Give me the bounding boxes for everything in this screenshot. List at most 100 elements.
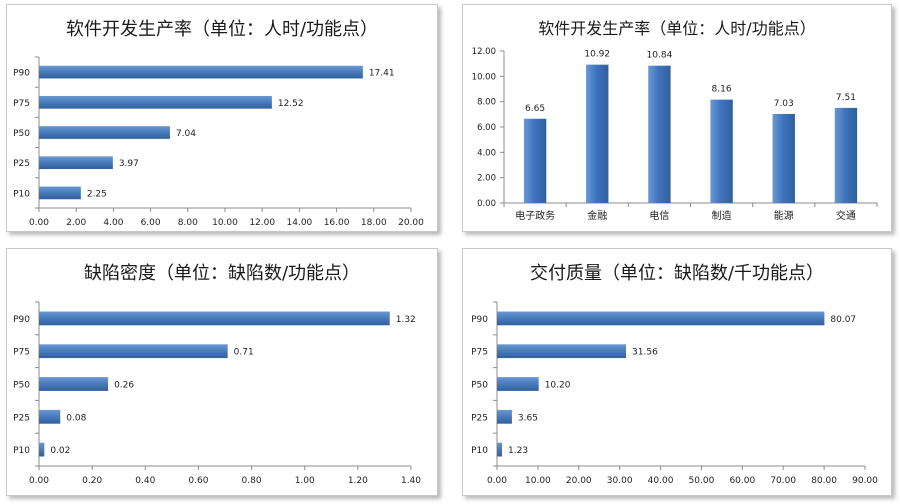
data-label: 80.07: [830, 315, 856, 325]
x-tick-label: 1.00: [295, 476, 315, 486]
data-label: 7.03: [774, 99, 794, 109]
y-tick-label: P90: [471, 315, 488, 325]
bar: [772, 113, 795, 203]
data-label: 10.92: [584, 50, 610, 60]
x-tick-label: 70.00: [770, 476, 796, 486]
bar: [497, 442, 503, 457]
data-label: 7.04: [176, 129, 196, 139]
bar: [39, 377, 109, 391]
bar: [39, 344, 228, 359]
x-tick-label: 18.00: [361, 218, 387, 228]
x-tick-label: 0.00: [29, 218, 49, 228]
y-tick-label: P25: [471, 413, 488, 423]
x-tick-label: 电信: [649, 209, 669, 222]
data-label: 0.26: [114, 381, 134, 391]
bar: [710, 99, 733, 203]
data-label: 0.71: [234, 348, 254, 358]
chart-svg: 0.00 10.00 20.00 30.00 40.00 50.00 60.00 70.00 8…: [471, 301, 878, 486]
bar: [39, 65, 363, 79]
x-tick-label: 8.00: [178, 218, 198, 228]
x-tick-label: 80.00: [811, 476, 837, 486]
chart-svg: 0.00 2.00 4.00 6.00 8.00 10.00 12.00 电子政务 6.65 金融…: [472, 47, 878, 222]
chart-title: 交付质量（单位：缺陷数/千功能点）: [529, 263, 825, 284]
data-label: 10.84: [647, 51, 673, 61]
bar: [39, 95, 272, 109]
bar: [39, 311, 390, 326]
bar: [497, 409, 512, 424]
bar: [39, 186, 81, 200]
x-tick-label: 10.00: [212, 218, 238, 228]
bar: [39, 126, 170, 139]
x-tick-label: 0.00: [487, 476, 507, 486]
y-tick-label: P10: [471, 446, 488, 456]
y-tick-label: P10: [13, 189, 30, 199]
data-label: 31.56: [632, 348, 658, 358]
y-tick-label: 10.00: [472, 72, 496, 82]
y-tick-label: P50: [471, 381, 488, 391]
bar: [586, 64, 609, 204]
data-label: 2.25: [87, 189, 107, 199]
x-tick-label: 16.00: [324, 218, 350, 228]
bar: [648, 65, 671, 203]
chart-title: 软件开发生产率（单位：人时/功能点）: [538, 19, 816, 38]
x-tick-label: 90.00: [852, 476, 878, 486]
data-label: 0.02: [50, 446, 70, 456]
chart-title: 软件开发生产率（单位：人时/功能点）: [65, 19, 379, 40]
chart-panel-delivery-quality: 交付质量（单位：缺陷数/千功能点） 0.00 10.00 20.00 30.00 40.…: [462, 248, 892, 496]
x-tick-label: 30.00: [607, 476, 633, 486]
data-label: 1.32: [396, 315, 416, 325]
x-tick-label: 1.40: [401, 476, 421, 486]
y-tick-label: P10: [13, 446, 30, 456]
x-tick-label: 14.00: [287, 218, 313, 228]
data-label: 3.65: [518, 413, 538, 423]
data-label: 8.16: [712, 85, 732, 95]
chart-svg: 0.00 0.20 0.40 0.60 0.80 1.00 1.20 1.40 P90 1.32 P…: [13, 301, 421, 486]
data-label: 12.52: [278, 99, 304, 109]
bar: [497, 344, 627, 359]
x-tick-label: 金融: [587, 209, 607, 222]
data-label: 7.51: [836, 93, 856, 103]
y-tick-label: P25: [13, 413, 30, 423]
x-tick-label: 20.00: [566, 476, 592, 486]
chart-panel-productivity-percentile: 软件开发生产率（单位：人时/功能点） 0.00 2.00 4.00 6.00 8.00 1…: [6, 4, 438, 232]
y-tick-label: P50: [13, 129, 30, 139]
x-tick-label: 12.00: [249, 218, 275, 228]
y-tick-label: P75: [13, 99, 30, 109]
x-tick-label: 60.00: [729, 476, 755, 486]
chart-panel-productivity-industry: 软件开发生产率（单位：人时/功能点） 0.00 2.00 4.00 6.00 8.00 1…: [462, 4, 892, 232]
y-tick-label: 2.00: [477, 174, 496, 184]
x-tick-label: 6.00: [141, 218, 161, 228]
bar: [497, 377, 539, 391]
data-label: 1.23: [508, 446, 528, 456]
y-tick-label: 0.00: [477, 199, 496, 209]
bar: [523, 118, 547, 203]
data-label: 17.41: [369, 69, 395, 79]
bar: [39, 409, 61, 424]
data-label: 3.97: [119, 159, 139, 169]
x-tick-label: 2.00: [66, 218, 86, 228]
x-tick-label: 0.40: [135, 476, 155, 486]
chart-title: 缺陷密度（单位：缺陷数/功能点）: [83, 263, 361, 284]
bar: [834, 107, 858, 203]
x-tick-label: 20.00: [398, 218, 424, 228]
x-tick-label: 0.80: [242, 476, 262, 486]
x-tick-label: 0.60: [188, 476, 208, 486]
y-tick-label: 12.00: [472, 47, 496, 57]
y-tick-label: 6.00: [477, 123, 496, 133]
chart-panel-defect-density: 缺陷密度（单位：缺陷数/功能点） 0.00 0.20 0.40 0.60 0.80 1.0…: [6, 248, 438, 496]
x-tick-label: 0.20: [82, 476, 102, 486]
y-tick-label: P90: [13, 69, 30, 79]
x-tick-label: 40.00: [648, 476, 674, 486]
x-tick-label: 制造: [712, 209, 732, 222]
y-tick-label: 4.00: [477, 148, 496, 158]
y-tick-label: P90: [13, 315, 30, 325]
bar: [39, 156, 113, 170]
data-label: 6.65: [525, 104, 545, 114]
x-tick-label: 4.00: [103, 218, 123, 228]
x-tick-label: 电子政务: [515, 209, 555, 222]
x-tick-label: 10.00: [525, 476, 551, 486]
x-tick-label: 能源: [774, 209, 794, 222]
x-tick-label: 50.00: [689, 476, 715, 486]
y-tick-label: P75: [13, 348, 30, 358]
x-tick-label: 0.00: [29, 476, 49, 486]
